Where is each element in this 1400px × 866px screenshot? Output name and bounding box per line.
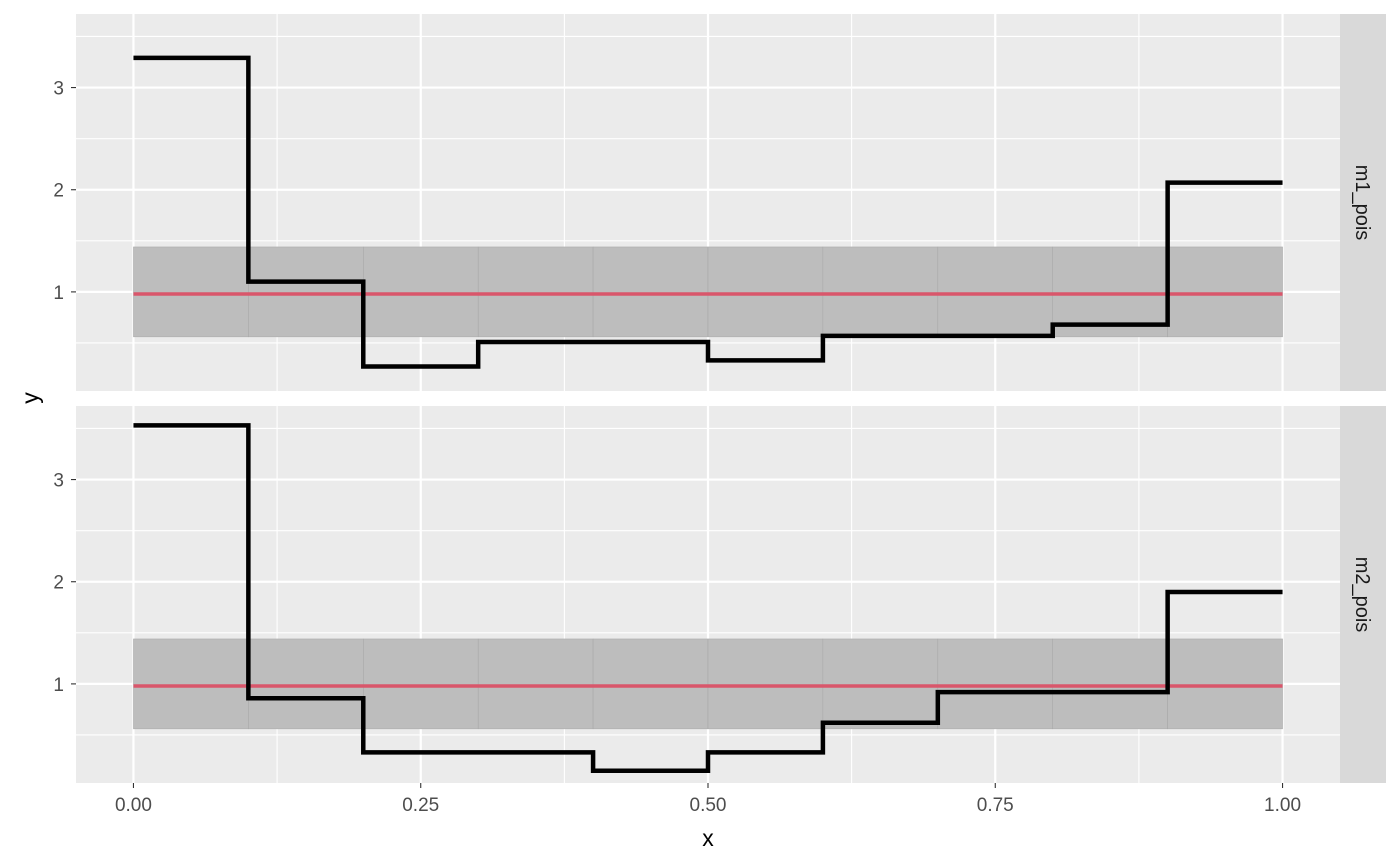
y-tick-label: 1 bbox=[53, 283, 64, 304]
band-rect bbox=[363, 638, 479, 730]
y-tick-label: 2 bbox=[53, 573, 64, 594]
y-tick-label: 2 bbox=[53, 181, 64, 202]
panels-layer: 1 2 3 m1_pois 1 2 3 m2_pois bbox=[53, 14, 1386, 783]
band-rect bbox=[937, 246, 1053, 338]
band-rect bbox=[1052, 638, 1168, 730]
band-rect bbox=[363, 246, 479, 338]
band-rect bbox=[822, 638, 939, 730]
band-rect bbox=[822, 246, 939, 338]
panel-m2_pois: 1 2 3 m2_pois bbox=[53, 406, 1386, 783]
band-rect bbox=[1052, 246, 1168, 338]
band-rect bbox=[1167, 638, 1283, 730]
band-rect bbox=[707, 638, 824, 730]
x-tick-label: 0.75 bbox=[977, 795, 1014, 816]
x-axis: 0.00 0.25 0.50 0.75 1.00 bbox=[115, 783, 1301, 816]
y-tick-label: 3 bbox=[53, 471, 64, 492]
band-rect bbox=[133, 638, 249, 730]
band-rect bbox=[937, 638, 1053, 730]
y-tick-label: 1 bbox=[53, 675, 64, 696]
strip-label: m1_pois bbox=[1351, 165, 1373, 241]
strip-label: m2_pois bbox=[1351, 557, 1373, 633]
band-rect bbox=[477, 638, 594, 730]
strip-background bbox=[1340, 406, 1386, 783]
y-tick-label: 3 bbox=[53, 79, 64, 100]
band-rect bbox=[1167, 246, 1283, 338]
band-rect bbox=[592, 638, 709, 730]
band-rect bbox=[133, 246, 249, 338]
x-tick-label: 1.00 bbox=[1264, 795, 1301, 816]
band-rect bbox=[592, 246, 709, 338]
band-rect bbox=[477, 246, 594, 338]
band-rect bbox=[248, 638, 364, 730]
x-tick-label: 0.25 bbox=[402, 795, 439, 816]
band-rect bbox=[248, 246, 364, 338]
step-line-m2_pois bbox=[133, 423, 1283, 773]
x-tick-label: 0.50 bbox=[690, 795, 727, 816]
panel-m1_pois: 1 2 3 m1_pois bbox=[53, 14, 1386, 391]
strip-background bbox=[1340, 14, 1386, 391]
band-rect bbox=[707, 246, 824, 338]
step-line-m1_pois bbox=[133, 55, 1283, 369]
x-tick-label: 0.00 bbox=[115, 795, 152, 816]
x-axis-title: x bbox=[702, 825, 714, 851]
y-axis-title: y bbox=[17, 392, 43, 404]
